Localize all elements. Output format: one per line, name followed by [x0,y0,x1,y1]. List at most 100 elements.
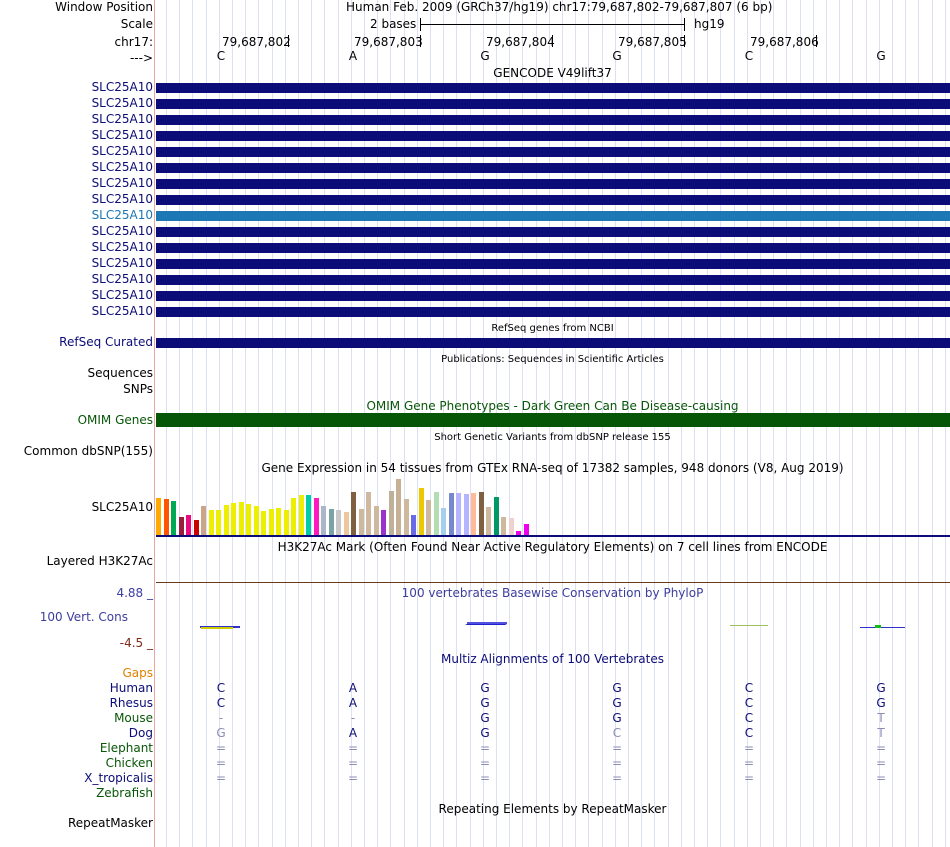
species-label[interactable]: Elephant [99,741,153,755]
gtex-tissue-bar[interactable] [201,506,206,535]
gtex-tissue-bar[interactable] [411,515,416,535]
gtex-tissue-bar[interactable] [238,502,244,535]
species-label[interactable]: Rhesus [109,696,153,710]
gencode-row-label[interactable]: SLC25A10 [91,256,153,270]
gtex-tissue-bar[interactable] [358,509,364,535]
gencode-transcript-bar[interactable] [156,259,950,269]
gtex-tissue-bar[interactable] [403,499,409,535]
sequences-label[interactable]: Sequences [87,366,153,380]
h3k27ac-label[interactable]: Layered H3K27Ac [46,554,153,568]
gtex-tissue-bar[interactable] [478,492,484,535]
gtex-tissue-bar[interactable] [193,520,199,535]
gtex-tissue-bar[interactable] [523,524,529,535]
gtex-tissue-bar[interactable] [366,492,371,535]
gtex-tissue-bar[interactable] [216,510,221,535]
gencode-transcript-bar[interactable] [156,179,950,189]
gtex-tissue-bar[interactable] [448,493,454,535]
gtex-tissue-bar[interactable] [171,501,176,535]
gencode-transcript-bar[interactable] [156,131,950,141]
gtex-tissue-bar[interactable] [426,500,431,535]
species-label[interactable]: Human [109,681,153,695]
gtex-label[interactable]: SLC25A10 [91,500,153,514]
gtex-tissue-bar[interactable] [396,479,401,535]
gaps-label[interactable]: Gaps [122,666,153,680]
gtex-tissue-bar[interactable] [516,531,521,535]
gtex-tissue-bar[interactable] [471,493,476,535]
gtex-tissue-bar[interactable] [178,517,184,535]
gencode-row-label[interactable]: SLC25A10 [91,176,153,190]
gencode-row-label[interactable]: SLC25A10 [91,288,153,302]
gtex-tissue-bar[interactable] [208,510,214,535]
gencode-row-label[interactable]: SLC25A10 [91,192,153,206]
gtex-tissue-bar[interactable] [298,495,304,535]
refseq-gene-bar[interactable] [156,338,950,348]
gencode-row-label[interactable]: SLC25A10 [91,240,153,254]
gencode-row-label[interactable]: SLC25A10 [91,272,153,286]
gencode-row-label[interactable]: SLC25A10 [91,112,153,126]
species-label[interactable]: Dog [128,726,153,740]
gencode-row-label[interactable]: SLC25A10 [91,160,153,174]
species-label[interactable]: Mouse [114,711,153,725]
gencode-row-label[interactable]: SLC25A10 [91,224,153,238]
gencode-transcript-bar[interactable] [156,115,950,125]
gtex-tissue-bar[interactable] [246,504,251,535]
gencode-row-label[interactable]: SLC25A10 [91,128,153,142]
gtex-tissue-bar[interactable] [418,488,424,535]
species-label[interactable]: Chicken [105,756,153,770]
gtex-tissue-bar[interactable] [156,498,161,535]
gtex-tissue-bar[interactable] [351,492,356,535]
gtex-tissue-bar[interactable] [388,491,394,535]
gencode-transcript-bar[interactable] [156,211,950,221]
gtex-tissue-bar[interactable] [313,498,319,535]
gtex-tissue-bar[interactable] [253,506,259,535]
gencode-row-label[interactable]: SLC25A10 [91,208,153,222]
gtex-tissue-bar[interactable] [441,508,446,535]
gtex-tissue-bar[interactable] [328,509,334,535]
gtex-tissue-bar[interactable] [501,517,506,535]
gencode-row-label[interactable]: SLC25A10 [91,96,153,110]
gtex-tissue-bar[interactable] [433,492,439,535]
gencode-transcript-bar[interactable] [156,307,950,317]
refseq-label[interactable]: RefSeq Curated [59,335,153,349]
gtex-tissue-bar[interactable] [463,494,469,535]
species-label[interactable]: Zebrafish [96,786,153,800]
omim-gene-bar[interactable] [156,413,950,427]
gtex-tissue-bar[interactable] [268,509,274,535]
gencode-transcript-bar[interactable] [156,83,950,93]
repeatmasker-label[interactable]: RepeatMasker [67,816,153,830]
gtex-tissue-bar[interactable] [321,506,326,535]
gencode-transcript-bar[interactable] [156,275,950,285]
gtex-tissue-bar[interactable] [343,512,349,535]
gencode-transcript-bar[interactable] [156,147,950,157]
gtex-tissue-bar[interactable] [283,510,289,535]
phylop-label[interactable]: 100 Vert. Cons [39,610,128,624]
gencode-row-label[interactable]: SLC25A10 [91,304,153,318]
omim-label[interactable]: OMIM Genes [77,413,153,427]
gtex-tissue-bar[interactable] [306,495,311,535]
dbsnp-label[interactable]: Common dbSNP(155) [23,444,153,458]
gtex-tissue-bar[interactable] [291,498,296,535]
gtex-tissue-bar[interactable] [231,503,236,535]
gencode-transcript-bar[interactable] [156,195,950,205]
gencode-transcript-bar[interactable] [156,227,950,237]
gtex-tissue-bar[interactable] [223,505,229,535]
gtex-tissue-bar[interactable] [373,506,379,535]
gencode-transcript-bar[interactable] [156,163,950,173]
gtex-tissue-bar[interactable] [381,510,386,535]
gtex-tissue-bar[interactable] [456,493,461,535]
gtex-tissue-bar[interactable] [186,515,191,535]
gtex-tissue-bar[interactable] [163,499,169,535]
gencode-row-label[interactable]: SLC25A10 [91,144,153,158]
gtex-tissue-bar[interactable] [276,508,281,535]
gtex-tissue-bar[interactable] [336,510,341,535]
gtex-tissue-bar[interactable] [261,511,266,535]
gencode-transcript-bar[interactable] [156,99,950,109]
species-label[interactable]: X_tropicalis [84,771,153,785]
snps-label[interactable]: SNPs [123,382,153,396]
gencode-transcript-bar[interactable] [156,243,950,253]
gtex-tissue-bar[interactable] [486,507,491,535]
gencode-row-label[interactable]: SLC25A10 [91,80,153,94]
gtex-tissue-bar[interactable] [508,518,514,535]
gencode-transcript-bar[interactable] [156,291,950,301]
gtex-tissue-bar[interactable] [493,497,499,535]
